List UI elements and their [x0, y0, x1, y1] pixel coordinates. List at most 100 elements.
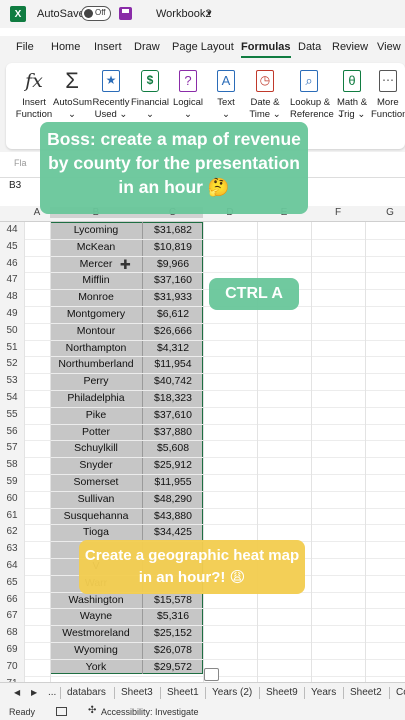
row-header[interactable]: 58: [0, 457, 24, 474]
row-header[interactable]: 60: [0, 490, 24, 508]
sheet-tab-sheet9[interactable]: Sheet9: [266, 687, 298, 698]
county-cell[interactable]: Lycoming: [73, 224, 119, 236]
county-cell[interactable]: Philadelphia: [67, 392, 125, 404]
tab-view[interactable]: View: [377, 41, 401, 53]
row-header[interactable]: 51: [0, 339, 24, 357]
row-header[interactable]: 50: [0, 322, 24, 340]
tab-home[interactable]: Home: [51, 41, 81, 53]
row-header[interactable]: 47: [0, 272, 24, 290]
tab-data[interactable]: Data: [298, 41, 322, 53]
chevron-down-icon[interactable]: ▾: [207, 8, 212, 18]
county-cell[interactable]: Mifflin: [82, 274, 110, 287]
county-cell[interactable]: Monroe: [78, 291, 114, 304]
sheet-next-icon[interactable]: ▶: [31, 688, 38, 697]
county-cell[interactable]: Susquehanna: [63, 509, 129, 522]
row-header[interactable]: 44: [0, 222, 24, 239]
tab-file[interactable]: File: [16, 41, 34, 53]
revenue-cell[interactable]: $6,612: [156, 308, 190, 320]
revenue-cell[interactable]: $37,160: [154, 274, 192, 287]
macro-record-icon[interactable]: [56, 707, 67, 716]
row-header[interactable]: 70: [0, 658, 24, 676]
county-cell[interactable]: Wyoming: [74, 644, 118, 656]
county-cell[interactable]: McKean: [76, 240, 116, 253]
tab-review[interactable]: Review: [332, 41, 369, 53]
revenue-cell[interactable]: $34,425: [154, 526, 192, 539]
tab-draw[interactable]: Draw: [134, 41, 160, 53]
worksheet-grid[interactable]: 44 Lycoming $31,682 45 McKean $10,819 46 Mercer…: [0, 222, 405, 682]
sheet-tab-databars[interactable]: databars: [67, 687, 106, 698]
autosum-button[interactable]: Σ AutoSum ⌄: [53, 68, 92, 121]
county-cell[interactable]: Montour: [76, 324, 116, 337]
paste-options-icon[interactable]: [204, 668, 219, 681]
revenue-cell[interactable]: $11,955: [154, 476, 192, 488]
tab-page-layout[interactable]: Page Layout: [172, 41, 234, 53]
column-header-f[interactable]: F: [334, 207, 342, 218]
row-header[interactable]: 49: [0, 306, 24, 323]
more-functions-button[interactable]: ⋯ More Function: [371, 69, 405, 121]
row-header[interactable]: 62: [0, 524, 24, 542]
county-cell[interactable]: York: [85, 660, 107, 673]
row-header[interactable]: 63: [0, 541, 24, 558]
county-cell[interactable]: Pike: [85, 408, 107, 421]
county-cell[interactable]: Somerset: [73, 476, 119, 488]
row-header[interactable]: 52: [0, 356, 24, 374]
lookup-reference-button[interactable]: ⌕ Lookup & Reference ⌄: [290, 69, 344, 121]
revenue-cell[interactable]: $31,682: [154, 224, 192, 236]
sheet-tab-partial[interactable]: Co: [396, 687, 405, 698]
county-cell[interactable]: Wayne: [79, 610, 113, 623]
tab-insert[interactable]: Insert: [94, 41, 122, 53]
county-cell[interactable]: Tioga: [83, 526, 109, 539]
revenue-cell[interactable]: $37,610: [154, 408, 192, 421]
sheet-tab-sheet2[interactable]: Sheet2: [350, 687, 382, 698]
save-icon[interactable]: [119, 7, 132, 20]
text-button[interactable]: A Text ⌄: [207, 69, 245, 121]
sheet-tab-years-2[interactable]: Years (2): [212, 687, 253, 698]
revenue-cell[interactable]: $48,290: [154, 492, 192, 505]
county-cell[interactable]: Schuylkill: [74, 442, 118, 455]
row-header[interactable]: 65: [0, 574, 24, 592]
row-header[interactable]: 67: [0, 608, 24, 626]
row-header[interactable]: 71: [0, 675, 24, 682]
row-header[interactable]: 55: [0, 406, 24, 424]
financial-button[interactable]: $ Financial ⌄: [131, 69, 169, 121]
county-cell[interactable]: Washington: [68, 593, 124, 606]
revenue-cell[interactable]: $40,742: [154, 375, 192, 388]
county-cell[interactable]: Perry: [83, 375, 109, 388]
flash-fill-label[interactable]: Fla: [14, 158, 27, 168]
revenue-cell[interactable]: $43,880: [154, 509, 192, 522]
row-header[interactable]: 61: [0, 507, 24, 525]
revenue-cell[interactable]: $26,078: [154, 644, 192, 656]
sheet-tab-years[interactable]: Years: [311, 687, 337, 698]
tab-formulas[interactable]: Formulas: [241, 41, 291, 58]
sheet-more-icon[interactable]: ...: [48, 687, 57, 698]
revenue-cell[interactable]: $25,152: [154, 627, 192, 640]
logical-button[interactable]: ? Logical ⌄: [169, 69, 207, 121]
row-header[interactable]: 56: [0, 423, 24, 441]
math-trig-button[interactable]: θ Math & Trig ⌄: [333, 69, 371, 121]
row-header[interactable]: 46: [0, 255, 24, 273]
county-cell[interactable]: Montgomery: [66, 308, 126, 320]
row-header[interactable]: 68: [0, 625, 24, 642]
sheet-tab-sheet3[interactable]: Sheet3: [121, 687, 153, 698]
revenue-cell[interactable]: $5,316: [156, 610, 190, 623]
revenue-cell[interactable]: $18,323: [154, 392, 192, 404]
date-time-button[interactable]: ◷ Date & Time ⌄: [246, 69, 284, 121]
revenue-cell[interactable]: $15,578: [154, 593, 192, 606]
county-cell[interactable]: Northumberland: [58, 358, 134, 371]
workbook-name[interactable]: Workbook2: [156, 8, 212, 20]
row-header[interactable]: 64: [0, 558, 24, 575]
revenue-cell[interactable]: $37,880: [154, 425, 192, 438]
county-cell[interactable]: Sullivan: [77, 492, 115, 505]
row-header[interactable]: 59: [0, 474, 24, 491]
recently-used-button[interactable]: ★ Recently Used ⌄: [92, 69, 130, 121]
sheet-tab-sheet1[interactable]: Sheet1: [167, 687, 199, 698]
insert-function-button[interactable]: fx Insert Function: [15, 69, 53, 121]
column-header-g[interactable]: G: [386, 207, 394, 218]
revenue-cell[interactable]: $9,966: [156, 257, 190, 270]
column-header-a[interactable]: A: [33, 207, 41, 218]
revenue-cell[interactable]: $5,608: [156, 442, 190, 455]
county-cell[interactable]: Snyder: [79, 459, 113, 472]
revenue-cell[interactable]: $4,312: [156, 341, 190, 354]
row-header[interactable]: 53: [0, 373, 24, 390]
revenue-cell[interactable]: $29,572: [154, 660, 192, 673]
